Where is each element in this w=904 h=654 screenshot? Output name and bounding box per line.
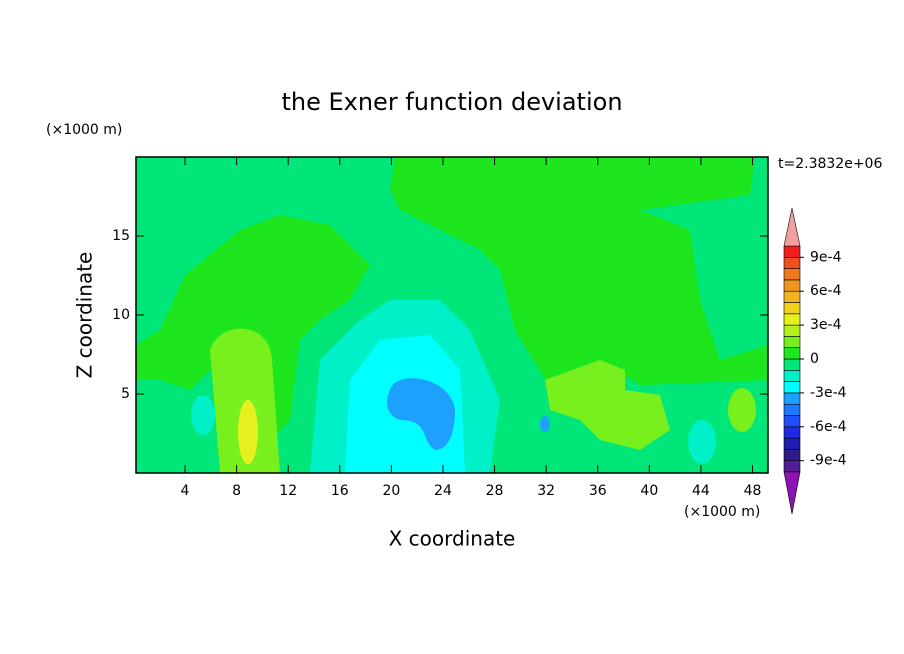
x-tick-label: 20 bbox=[382, 483, 400, 499]
x-tick-label: 44 bbox=[692, 483, 710, 499]
y-tick-label: 15 bbox=[112, 228, 130, 244]
colorbar-box bbox=[783, 460, 801, 473]
x-tick-label: 12 bbox=[279, 483, 297, 499]
colorbar-tick-label: 3e-4 bbox=[810, 317, 842, 333]
colorbar-tick-label: -3e-4 bbox=[810, 385, 847, 401]
x-tick-label: 4 bbox=[181, 483, 190, 499]
annotation: t=2.3832e+06 bbox=[778, 156, 882, 172]
colorbar-box bbox=[783, 369, 801, 382]
y-tick-label: 10 bbox=[112, 307, 130, 323]
x-tick-label: 36 bbox=[589, 483, 607, 499]
x-tick-label: 32 bbox=[537, 483, 555, 499]
colorbar-box bbox=[783, 336, 801, 348]
chart-title: the Exner function deviation bbox=[281, 88, 622, 116]
colorbar-tick-label: -6e-4 bbox=[810, 419, 847, 435]
contour-fill bbox=[545, 360, 670, 450]
x-unit: (×1000 m) bbox=[684, 504, 760, 520]
contour-fill bbox=[540, 416, 550, 432]
colorbar-tick-label: 9e-4 bbox=[810, 249, 842, 265]
contour-fill bbox=[387, 378, 455, 450]
colorbar-box bbox=[783, 313, 801, 326]
x-tick-label: 24 bbox=[434, 483, 452, 499]
colorbar-box bbox=[783, 437, 801, 450]
colorbar-box bbox=[783, 268, 801, 281]
contour-fill bbox=[688, 420, 716, 464]
x-tick-label: 28 bbox=[486, 483, 504, 499]
contour-fill bbox=[238, 400, 258, 464]
colorbar-tick-label: 0 bbox=[810, 351, 819, 367]
colorbar-over bbox=[783, 207, 801, 247]
contour-fill bbox=[191, 395, 215, 435]
contour-fill bbox=[136, 215, 370, 440]
contour-fill bbox=[390, 157, 768, 385]
y-tick-label: 5 bbox=[121, 386, 130, 402]
colorbar-box bbox=[783, 256, 801, 269]
colorbar-box bbox=[783, 347, 801, 360]
colorbar-box bbox=[783, 279, 801, 292]
colorbar-box bbox=[783, 392, 801, 405]
contour-field bbox=[136, 157, 768, 473]
colorbar-tick-label: -9e-4 bbox=[810, 453, 847, 469]
colorbar-tick-label: 6e-4 bbox=[810, 283, 842, 299]
x-tick-label: 8 bbox=[232, 483, 241, 499]
x-axis-label: X coordinate bbox=[389, 527, 516, 551]
colorbar-box bbox=[783, 245, 801, 258]
colorbar-under bbox=[783, 471, 801, 515]
colorbar-box bbox=[783, 358, 801, 371]
contour-fill bbox=[728, 388, 756, 432]
colorbar-box bbox=[783, 403, 801, 416]
colorbar-box bbox=[783, 449, 801, 461]
contour-fill bbox=[210, 328, 280, 473]
colorbar-box bbox=[783, 324, 801, 337]
x-tick-label: 16 bbox=[331, 483, 349, 499]
y-axis-label: Z coordinate bbox=[73, 252, 97, 379]
x-tick-label: 48 bbox=[744, 483, 762, 499]
x-tick-label: 40 bbox=[640, 483, 658, 499]
y-unit: (×1000 m) bbox=[46, 122, 122, 138]
colorbar-box bbox=[783, 426, 801, 439]
colorbar-box bbox=[783, 381, 801, 394]
colorbar-box bbox=[783, 302, 801, 315]
colorbar-box bbox=[783, 415, 801, 428]
colorbar-box bbox=[783, 290, 801, 303]
